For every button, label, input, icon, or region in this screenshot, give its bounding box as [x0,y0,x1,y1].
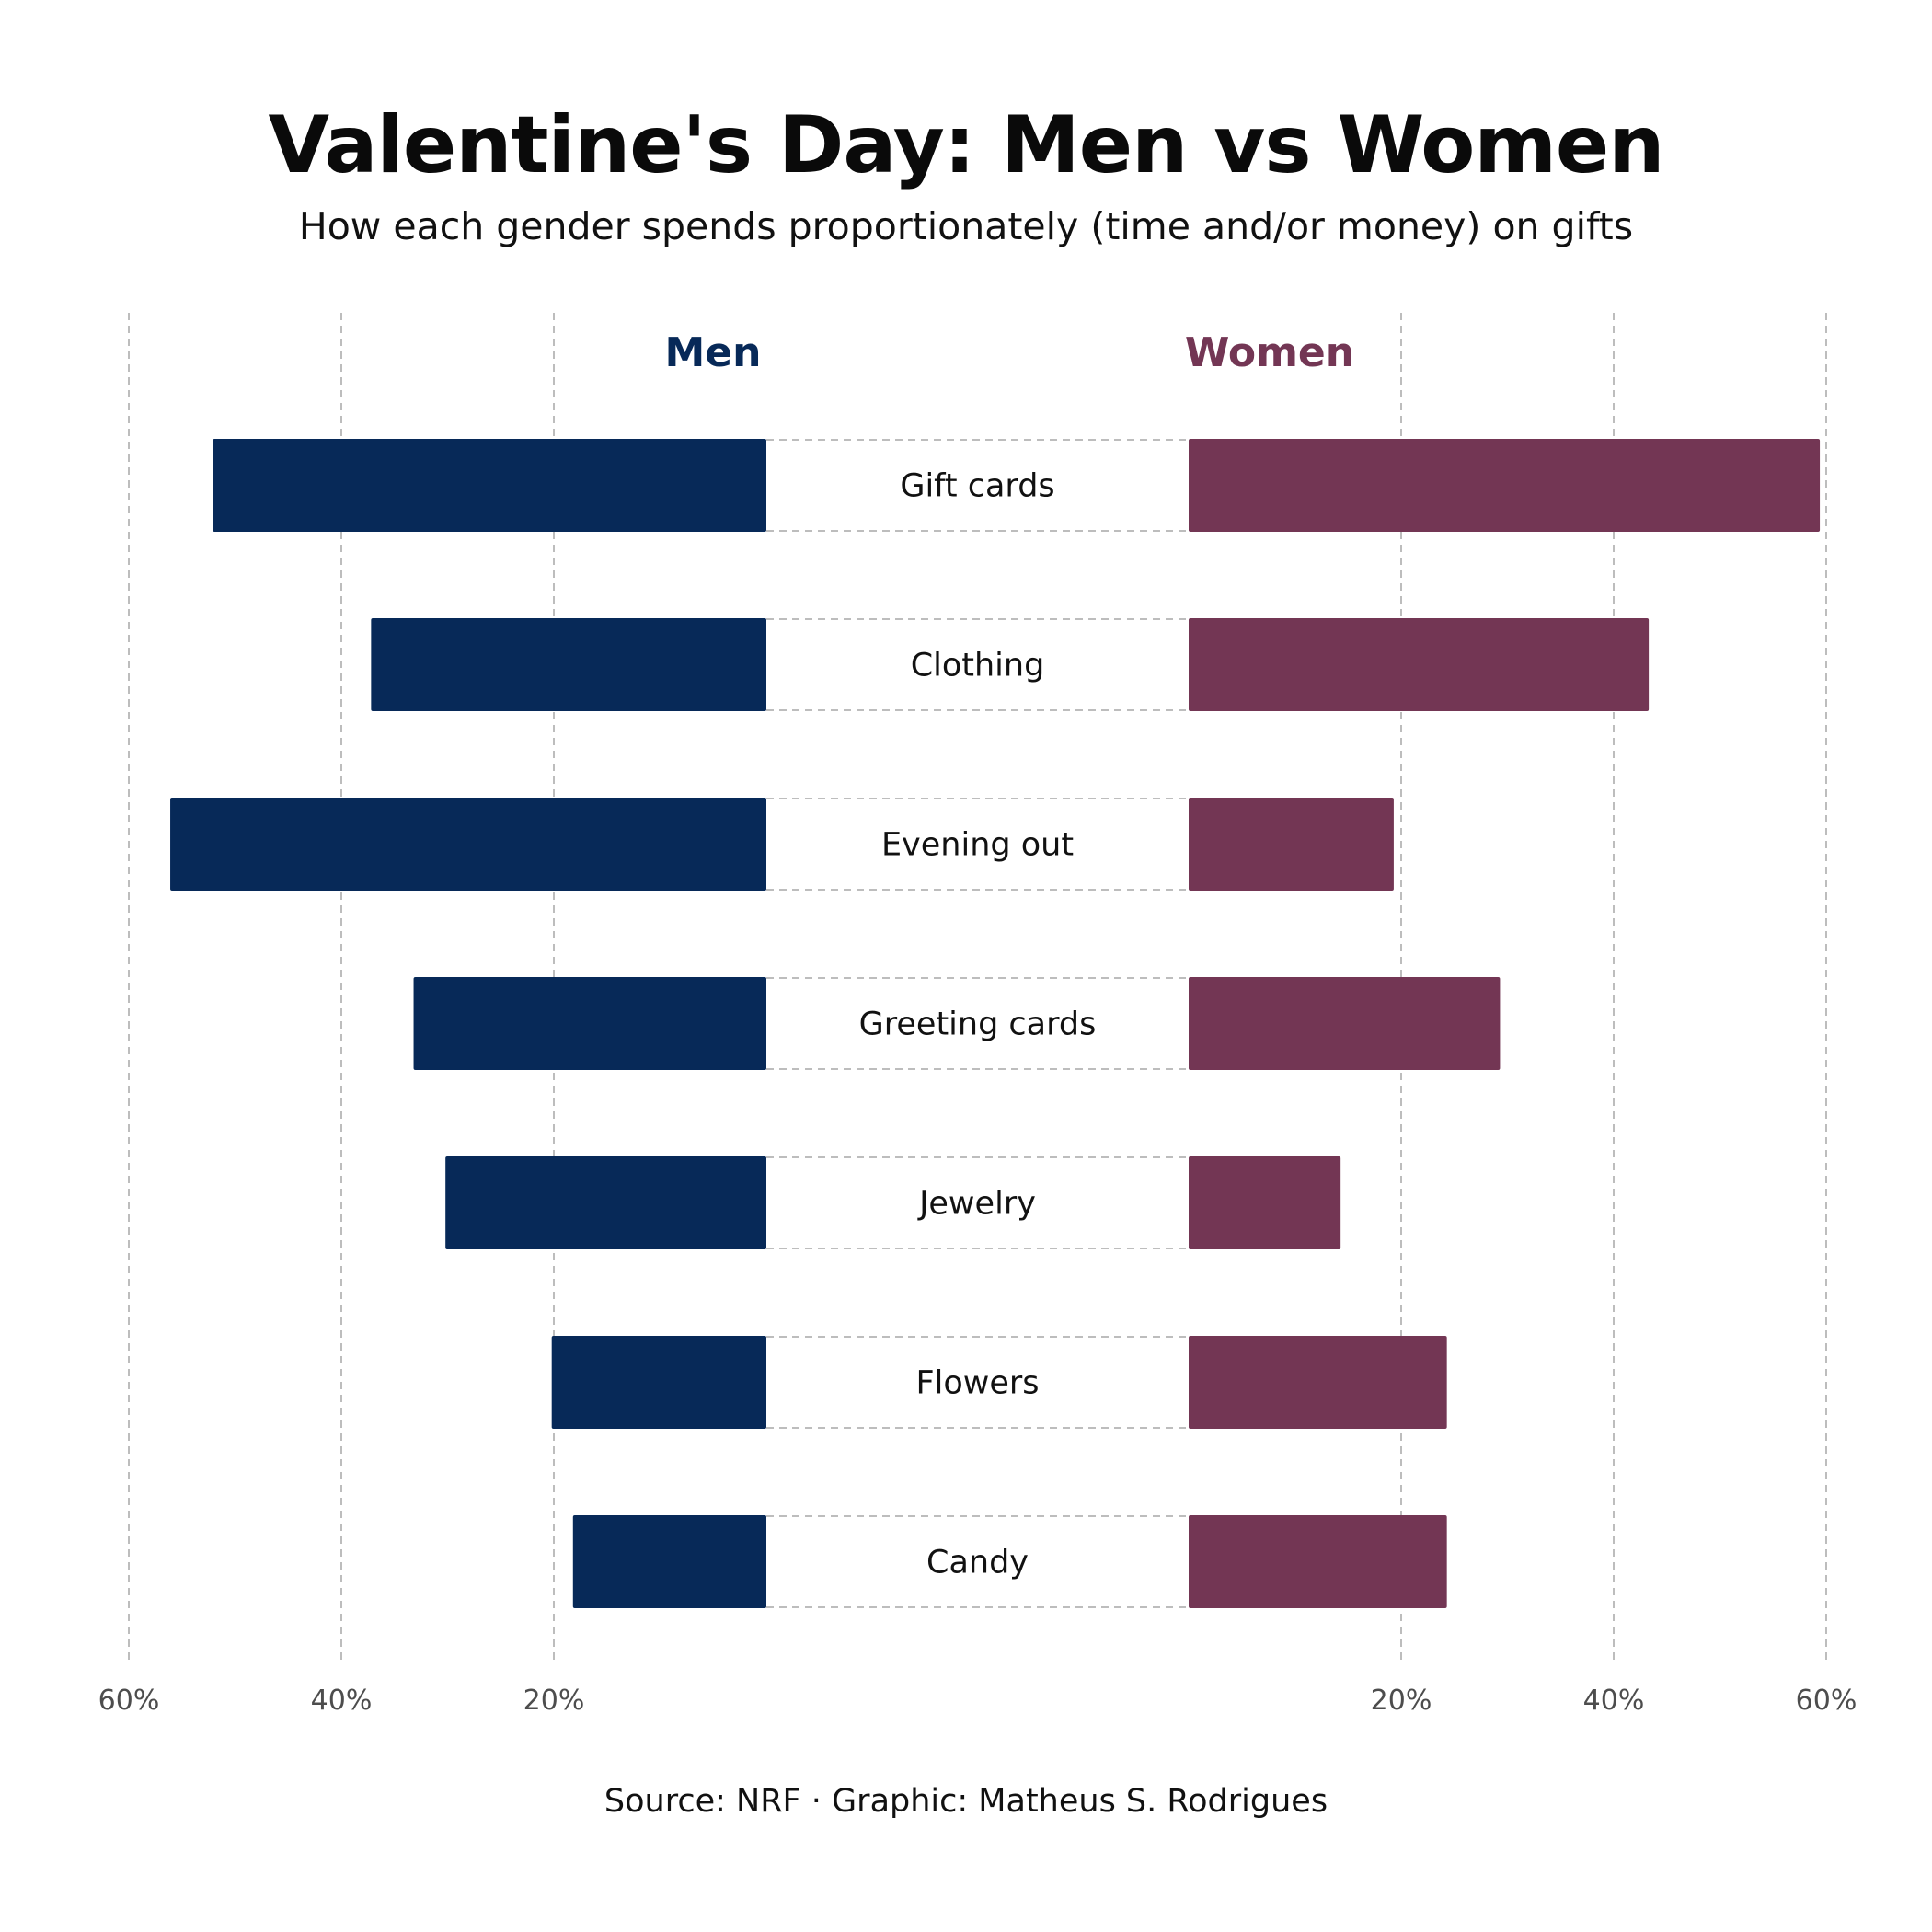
series-label-men: Men [665,329,762,376]
tick-label-left: 40% [311,1685,373,1717]
bar-men [413,977,766,1070]
bar-women [1189,439,1821,532]
category-label: Evening out [881,827,1074,864]
bar-women [1189,1156,1341,1249]
bar-men [371,618,766,711]
bar-men [445,1156,766,1249]
tick-label-right: 60% [1796,1685,1857,1717]
chart-title: Valentine's Day: Men vs Women [268,99,1665,191]
series-label-women: Women [1185,329,1354,376]
tick-label-right: 20% [1371,1685,1432,1717]
bar-men [551,1336,766,1429]
tick-label-right: 40% [1583,1685,1645,1717]
bar-men [572,1515,766,1608]
bar-women [1189,977,1501,1070]
category-label: Jewelry [917,1186,1036,1223]
bar-women [1189,798,1394,891]
bar-men [170,798,767,891]
category-label: Gift cards [900,468,1054,505]
tick-label-left: 60% [98,1685,160,1717]
chart-caption: Source: NRF · Graphic: Matheus S. Rodrig… [604,1783,1328,1820]
bar-men [213,439,766,532]
category-label: Clothing [911,648,1045,684]
chart-subtitle: How each gender spends proportionately (… [298,204,1634,248]
category-label: Candy [926,1545,1029,1581]
category-label: Greeting cards [859,1006,1097,1043]
tick-label-left: 20% [523,1685,585,1717]
category-label: Flowers [915,1365,1039,1402]
bar-women [1189,618,1650,711]
bar-women [1189,1336,1447,1429]
bar-women [1189,1515,1447,1608]
